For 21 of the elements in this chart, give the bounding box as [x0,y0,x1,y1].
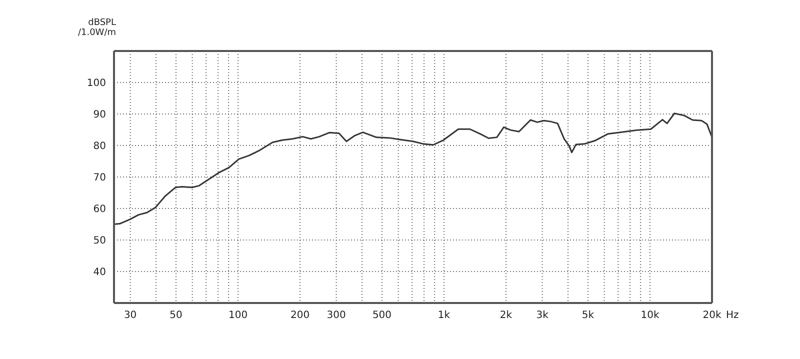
x-tick-label: 3k [536,310,549,322]
x-tick-label: 10k [640,310,660,322]
y-tick-label: 100 [86,78,106,90]
x-tick-label: 200 [290,310,310,322]
y-tick-label: 70 [93,172,106,184]
x-tick-label: 1k [438,310,450,322]
x-tick-label: 20k [702,310,722,322]
x-tick-label: 500 [372,310,392,322]
y-tick-label: 90 [93,110,106,121]
y-axis-title: dBSPL /1.0W/m [78,18,116,38]
y-tick-label: 40 [93,267,106,278]
x-tick-label: 300 [326,310,346,322]
x-tick-label: 100 [228,310,248,322]
x-tick-label: 50 [170,310,182,322]
y-tick-label: 50 [93,236,106,247]
x-tick-label: 2k [500,310,512,322]
y-tick-label: 80 [93,141,106,152]
x-tick-label: 5k [582,310,594,322]
y-tick-label: 60 [93,204,106,216]
x-axis-title: Hz [726,310,739,321]
x-tick-label: 30 [124,310,137,322]
